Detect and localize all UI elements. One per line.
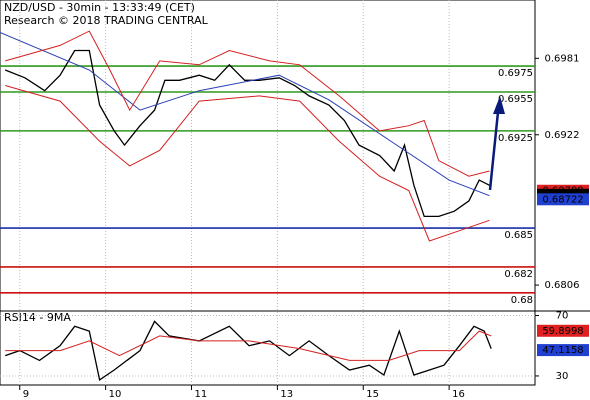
plot-frame: [0, 0, 536, 386]
forecast-arrow: [488, 111, 500, 191]
level-label: 0.682: [504, 269, 533, 280]
x-tick-label: 16: [452, 389, 465, 400]
forecast-arrowhead: [493, 96, 505, 114]
x-tick-label: 13: [280, 389, 293, 400]
y-tick-label: 70: [556, 311, 569, 322]
price-marker-label: 59.8998: [542, 326, 583, 337]
price-marker: [537, 324, 589, 337]
y-tick-label: 30: [556, 371, 569, 382]
chart-subtitle: Research © 2018 TRADING CENTRAL: [4, 14, 209, 27]
series-line: [5, 30, 490, 177]
level-label: 0.68: [511, 295, 533, 306]
y-tick-label: 0.6981: [545, 53, 580, 64]
x-tick-label: 9: [23, 389, 29, 400]
rsi-title: RSI14 - 9MA: [4, 311, 71, 324]
x-tick-label: 10: [109, 389, 122, 400]
price-marker-label: 0.68722: [542, 194, 583, 205]
series-line: [0, 31, 490, 197]
series-line: [4, 49, 490, 218]
level-label: 0.6955: [498, 94, 533, 105]
price-marker: [537, 344, 589, 357]
x-tick-label: 11: [195, 389, 208, 400]
x-tick-label: 15: [366, 389, 379, 400]
level-label: 0.6975: [498, 68, 533, 79]
price-marker: [537, 193, 589, 206]
price-marker-label: 47.1158: [542, 345, 583, 356]
y-tick-label: 0.6806: [545, 280, 580, 291]
series-line: [5, 85, 490, 242]
chart-title: NZD/USD - 30min - 13:33:49 (CET): [4, 1, 195, 14]
level-label: 0.685: [504, 230, 533, 241]
series-line: [5, 330, 492, 361]
y-tick-label: 0.6922: [545, 130, 580, 141]
level-label: 0.6925: [498, 133, 533, 144]
series-line: [4, 320, 492, 381]
